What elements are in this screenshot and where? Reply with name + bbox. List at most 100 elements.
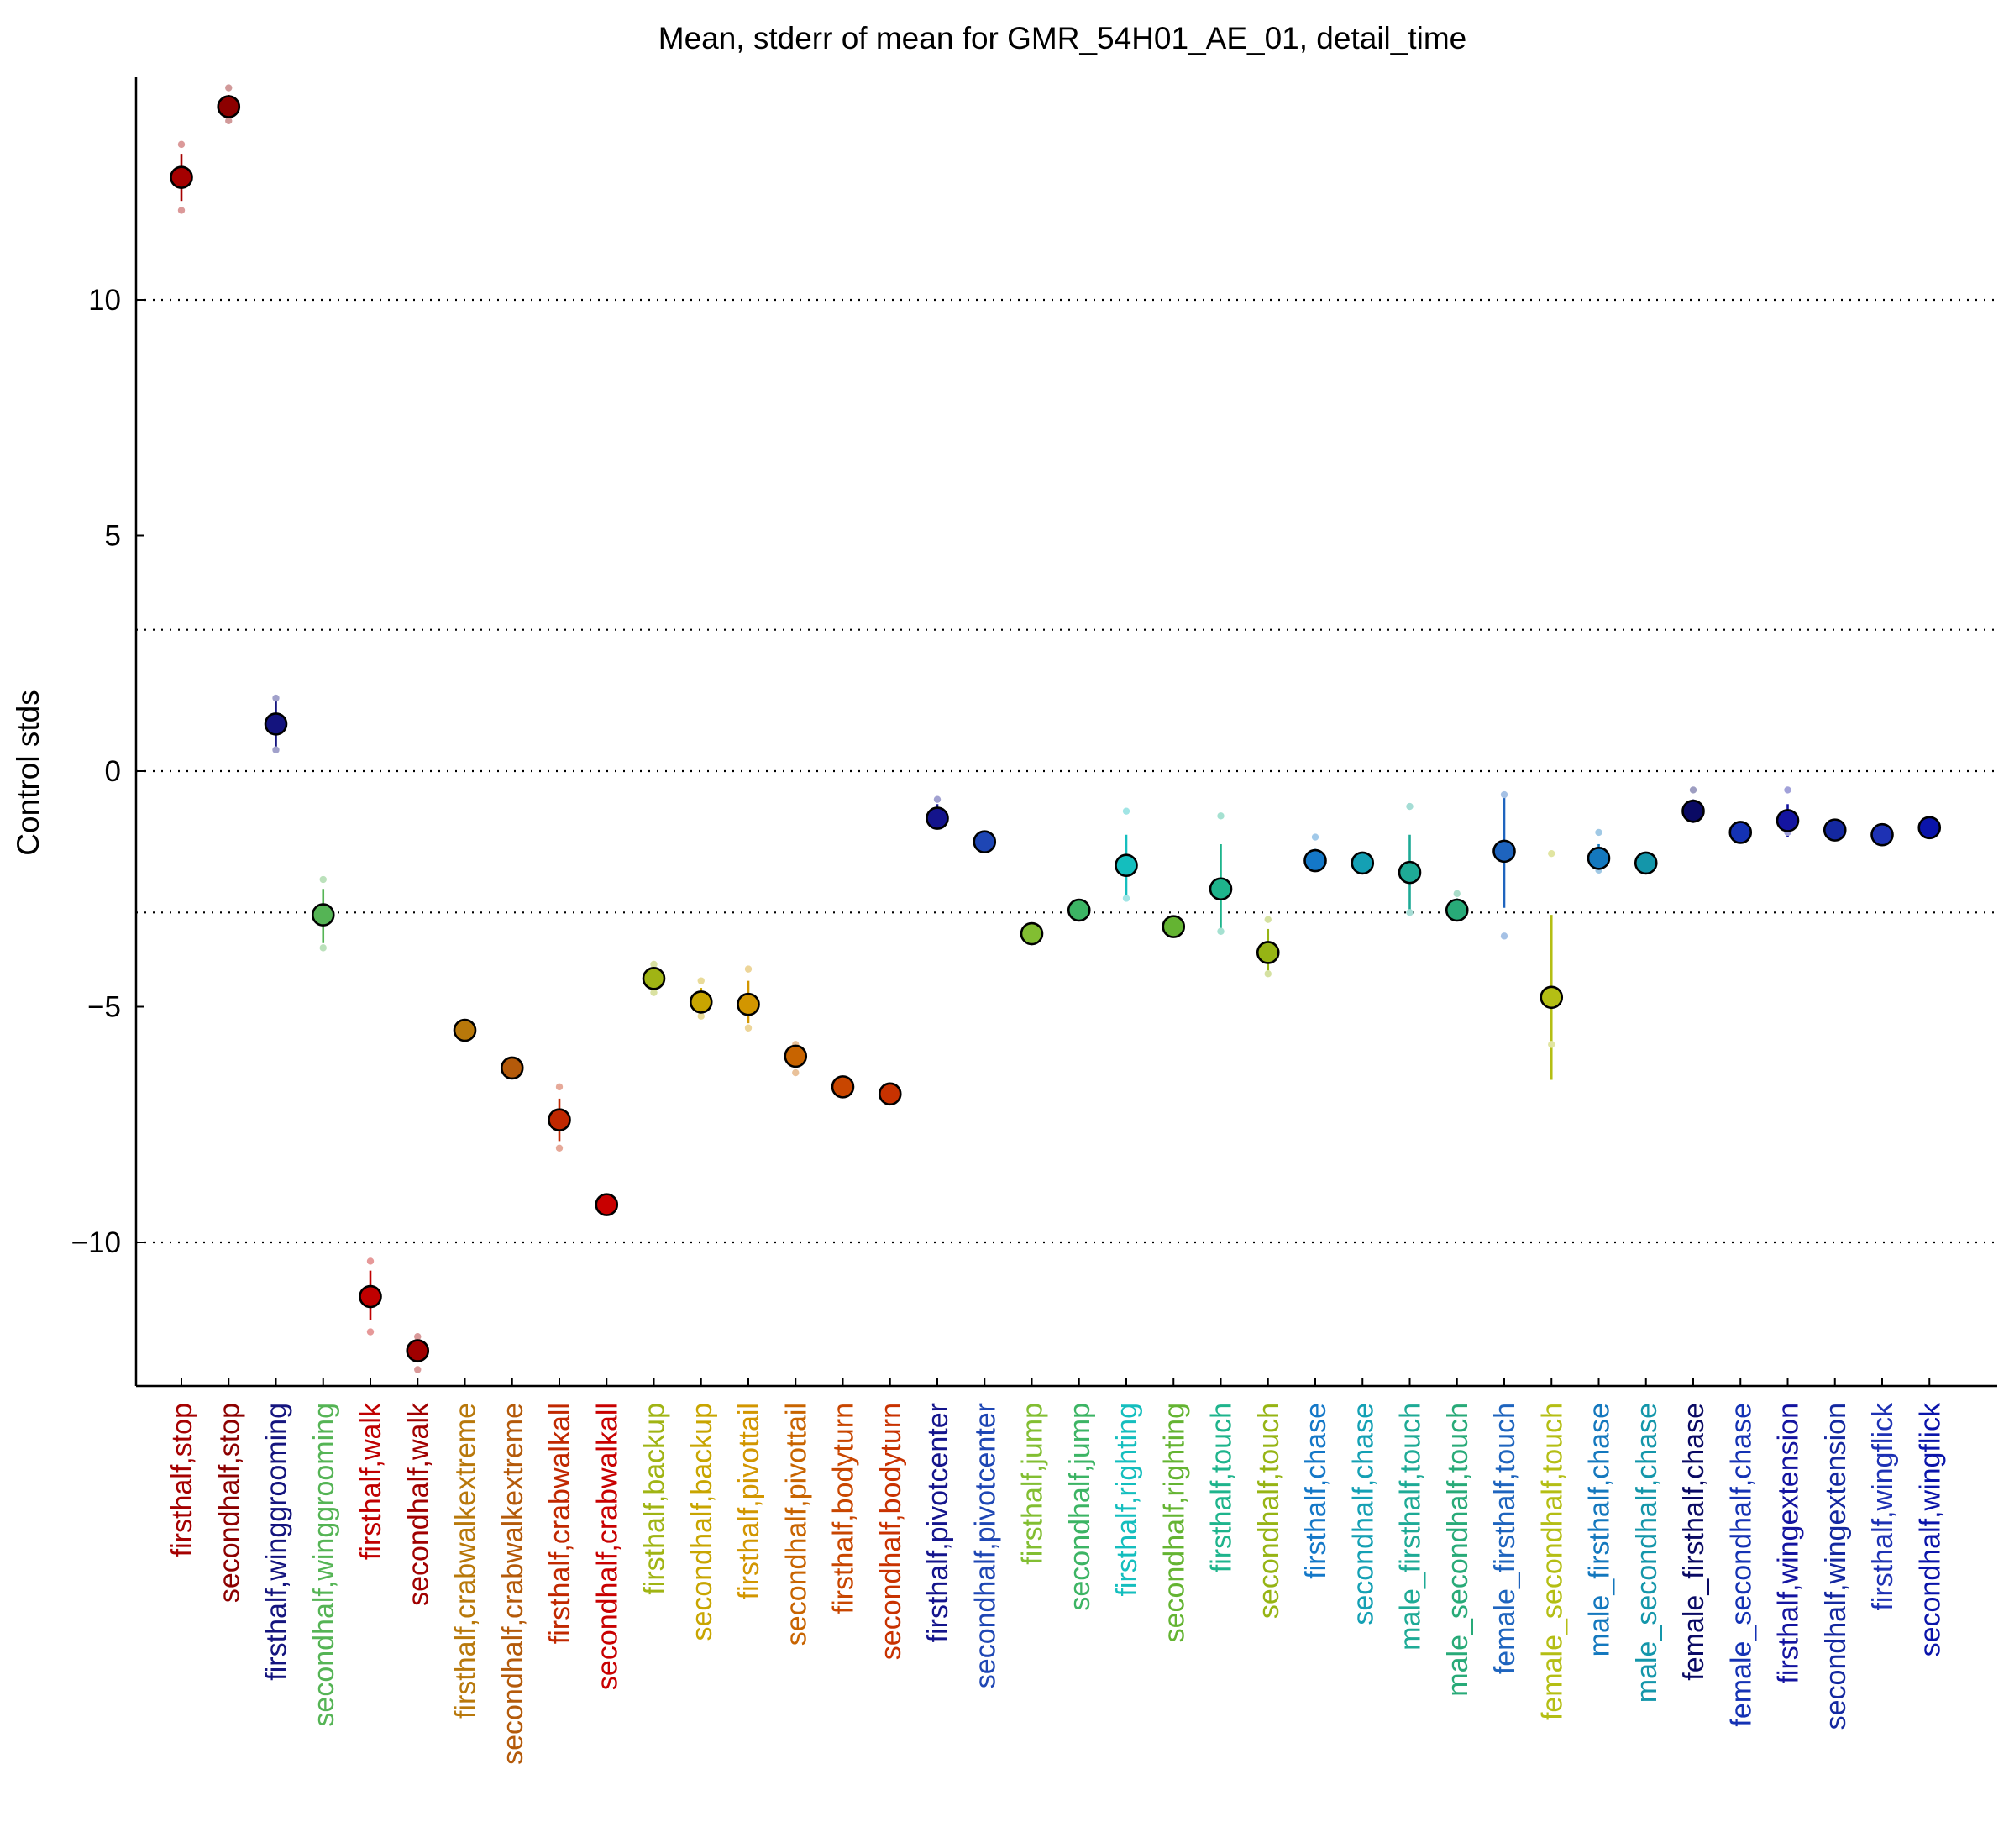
y-tick-label: 10: [88, 284, 121, 317]
x-tick-label: firsthalf,jump: [1017, 1403, 1049, 1565]
ci-dot-low: [319, 944, 327, 952]
mean-point: [1256, 941, 1280, 964]
mean-point: [500, 1056, 524, 1080]
x-tick-label: firsthalf,pivotcenter: [922, 1403, 954, 1642]
x-tick-label: firsthalf,backup: [639, 1403, 671, 1595]
mean-point: [1162, 915, 1186, 938]
mean-point: [548, 1108, 571, 1131]
x-tick-labels: firsthalf,stop secondhalf,stop firsthalf,w…: [166, 1378, 1946, 1765]
ci-dot-low: [414, 1366, 422, 1373]
x-tick-label: secondhalf,backup: [686, 1403, 718, 1641]
ci-dot-high: [225, 84, 233, 92]
ci-dot-high: [1548, 849, 1555, 858]
ci-dot-low: [650, 989, 658, 996]
x-tick-label: secondhalf,righting: [1158, 1403, 1190, 1642]
ci-dot-high: [1453, 890, 1461, 898]
mean-point: [689, 990, 713, 1014]
x-tick-label: firsthalf,wingextension: [1773, 1403, 1805, 1684]
mean-point: [1728, 821, 1753, 844]
ci-dot-high: [1264, 916, 1272, 923]
mean-point: [1823, 818, 1847, 842]
x-tick-label: secondhalf,chase: [1347, 1403, 1379, 1625]
mean-point: [1540, 985, 1564, 1010]
x-tick-label: firsthalf,touch: [1206, 1403, 1238, 1572]
ci-dot-low: [1122, 895, 1130, 902]
x-tick-label: female_secondhalf,touch: [1536, 1403, 1568, 1720]
x-tick-label: female_secondhalf,chase: [1725, 1403, 1757, 1727]
x-tick-label: male_secondhalf,touch: [1442, 1403, 1474, 1697]
x-tick-label: secondhalf,touch: [1253, 1403, 1285, 1619]
ci-dot-high: [414, 1333, 422, 1341]
x-tick-label: firsthalf,walk: [355, 1402, 387, 1560]
x-tick-label: secondhalf,crabwalkall: [591, 1403, 623, 1690]
x-tick-label: secondhalf,pivottail: [780, 1403, 812, 1646]
ci-dot-low: [792, 1068, 800, 1077]
mean-point: [595, 1193, 619, 1216]
x-tick-label: male_secondhalf,chase: [1631, 1403, 1663, 1703]
mean-point: [1445, 898, 1469, 922]
mean-point: [1917, 816, 1942, 840]
y-tick-label: 0: [105, 755, 121, 788]
ci-dot-high: [697, 977, 705, 984]
ci-dot-low: [366, 1328, 375, 1336]
mean-point: [1492, 839, 1516, 864]
ci-dot-high: [744, 965, 753, 973]
mean-point: [926, 806, 949, 830]
mean-point: [642, 967, 666, 990]
chart-title: Mean, stderr of mean for GMR_54H01_AE_01…: [658, 21, 1467, 55]
ci-dot-low: [744, 1024, 753, 1032]
x-tick-label: female_firsthalf,chase: [1678, 1403, 1710, 1681]
mean-point: [1115, 853, 1138, 877]
x-tick-label: firsthalf,righting: [1111, 1403, 1143, 1597]
ci-dot-high: [319, 875, 327, 884]
ci-dot-low: [225, 117, 233, 125]
x-tick-label: female_firsthalf,touch: [1489, 1403, 1521, 1674]
mean-point: [973, 830, 997, 853]
x-tick-label: secondhalf,wingflick: [1914, 1402, 1946, 1656]
mean-point: [1020, 921, 1044, 946]
grid-lines: [136, 298, 1997, 1244]
data-marks: [170, 84, 1942, 1373]
mean-point: [1681, 799, 1705, 823]
y-axis-label: Control stds: [11, 690, 45, 855]
mean-point: [1067, 898, 1091, 922]
x-tick-label: secondhalf,stop: [213, 1403, 245, 1603]
ci-dot-low: [1264, 970, 1272, 978]
x-tick-label: firsthalf,wingflick: [1867, 1402, 1899, 1611]
mean-point: [264, 712, 288, 736]
ci-dot-low: [1548, 1041, 1555, 1048]
ci-dot-low: [177, 207, 186, 214]
ci-dot-high: [366, 1257, 375, 1265]
ci-dot-high: [272, 694, 280, 702]
ci-dot-high: [1122, 807, 1130, 815]
x-tick-label: secondhalf,jump: [1064, 1403, 1096, 1611]
ci-dot-high: [1311, 833, 1319, 841]
mean-point: [737, 992, 760, 1016]
mean-point: [406, 1339, 430, 1362]
mean-point: [453, 1018, 477, 1042]
ci-dot-high: [1784, 786, 1791, 794]
x-tick-label: firsthalf,stop: [166, 1403, 198, 1557]
mean-point: [311, 903, 335, 927]
y-tick-label: −10: [71, 1226, 121, 1259]
ci-dot-high: [1406, 802, 1414, 811]
ci-dot-low: [272, 746, 280, 753]
y-tick-label: 5: [105, 520, 121, 553]
ci-dot-low: [1217, 927, 1225, 935]
ci-dot-high: [650, 960, 658, 969]
ci-dot-low: [697, 1012, 705, 1020]
y-tick-label: −5: [87, 991, 121, 1024]
x-tick-label: firsthalf,chase: [1300, 1403, 1332, 1579]
mean-point: [784, 1044, 808, 1068]
ci-dot-high: [1500, 790, 1508, 799]
x-tick-label: firsthalf,winggrooming: [261, 1403, 293, 1681]
mean-point: [878, 1082, 902, 1106]
x-tick-label: secondhalf,pivotcenter: [969, 1403, 1001, 1688]
mean-point: [1209, 877, 1233, 901]
x-tick-label: firsthalf,pivottail: [733, 1403, 765, 1599]
x-tick-label: secondhalf,winggrooming: [308, 1403, 340, 1727]
mean-point: [1398, 860, 1422, 885]
mean-point: [1351, 851, 1375, 875]
ci-dot-high: [933, 795, 942, 803]
